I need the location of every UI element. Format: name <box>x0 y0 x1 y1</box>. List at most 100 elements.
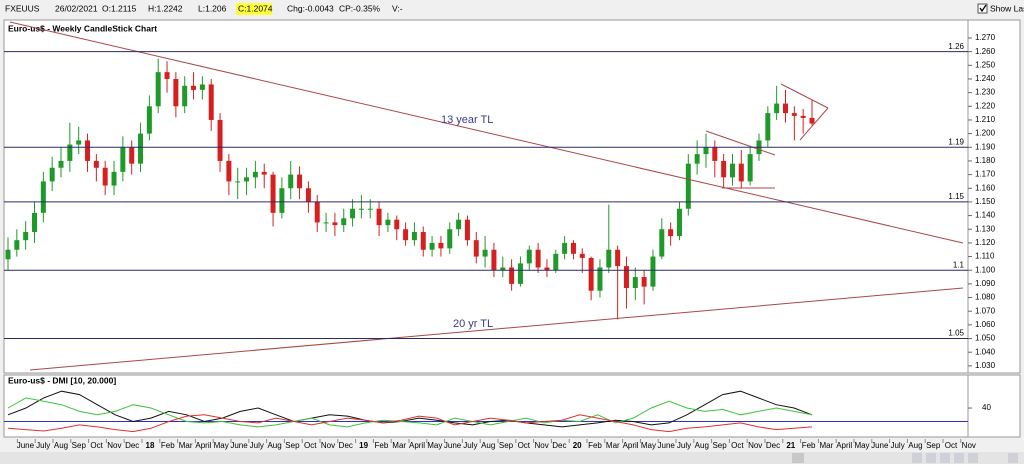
x-tick-label: 19 <box>359 441 368 450</box>
x-tick-label: June <box>444 441 462 450</box>
candle-body <box>85 140 91 161</box>
x-tick-label: June <box>871 441 889 450</box>
x-tick-label: Aug <box>481 441 495 450</box>
candle-body <box>252 171 258 178</box>
candle-body <box>791 113 797 116</box>
level-label: 1.26 <box>948 42 964 51</box>
candle-body <box>376 208 382 226</box>
candle-body <box>49 167 55 182</box>
x-tick-label: Mar <box>179 441 193 450</box>
candle-body <box>464 219 470 241</box>
chart-title: Euro-us$ - Weekly CandleStick Chart <box>8 23 157 33</box>
price-panel <box>3 19 1021 374</box>
show-last-label[interactable]: Show Last <box>990 3 1024 13</box>
level-label: 1.1 <box>953 260 965 269</box>
candle-body <box>526 249 532 264</box>
nav-button[interactable] <box>968 453 978 463</box>
y-tick-label: 1.140 <box>975 211 996 220</box>
x-tick-label: May <box>214 441 229 450</box>
level-label: 1.19 <box>948 137 964 146</box>
channel-line <box>705 130 776 156</box>
candle-body <box>570 242 576 254</box>
change: Chg:-0.0043 <box>287 3 334 13</box>
scrollbar[interactable] <box>0 452 1024 464</box>
candle-body <box>226 160 232 182</box>
x-tick-label: Sep <box>499 441 514 450</box>
candle-body <box>323 222 329 224</box>
candle-body <box>729 163 735 178</box>
candle-body <box>217 119 223 161</box>
y-tick-label: 1.090 <box>975 279 996 288</box>
x-tick-label: 20 <box>573 441 582 450</box>
candle-body <box>191 85 197 90</box>
candle-body <box>102 167 108 186</box>
y-tick-label: 1.220 <box>975 101 996 110</box>
candle-body <box>517 263 523 284</box>
nav-button[interactable] <box>1008 453 1018 463</box>
y-tick-label: 1.080 <box>975 293 996 302</box>
x-tick-label: April <box>836 441 852 450</box>
x-tick-label: July <box>36 441 50 450</box>
y-tick-label: 1.030 <box>975 361 996 370</box>
candle-body <box>420 231 426 250</box>
x-tick-label: Nov <box>962 441 976 450</box>
candle-body <box>597 267 603 291</box>
candle-body <box>588 257 594 291</box>
candle-body <box>491 249 497 271</box>
candle-body <box>270 174 276 213</box>
x-tick-label: May <box>641 441 656 450</box>
high: H:1.2242 <box>148 3 183 13</box>
nav-button[interactable] <box>926 453 936 463</box>
candle-body <box>712 147 718 161</box>
x-tick-label: 21 <box>786 441 795 450</box>
trendline-20y <box>29 287 964 371</box>
y-tick-label: 1.120 <box>975 238 996 247</box>
scroll-thumb[interactable] <box>792 453 804 463</box>
show-last-checkbox[interactable] <box>977 3 988 14</box>
y-tick-label: 1.200 <box>975 129 996 138</box>
candle-body <box>535 249 541 268</box>
close-highlight <box>236 3 272 15</box>
nav-button[interactable] <box>954 453 964 463</box>
x-tick-label: Mar <box>820 441 834 450</box>
x-tick-label: Aug <box>695 441 709 450</box>
candle-body <box>641 277 647 287</box>
candle-body <box>482 249 488 257</box>
nav-button[interactable] <box>940 453 950 463</box>
candle-body <box>76 140 82 145</box>
triangle-line <box>780 83 829 109</box>
y-tick-label: 40 <box>982 403 991 412</box>
candle-body <box>350 208 356 219</box>
candle-body <box>438 242 444 249</box>
x-tick-label: Dec <box>125 441 139 450</box>
y-tick-label: 1.190 <box>975 142 996 151</box>
x-tick-label: Nov <box>321 441 335 450</box>
candle-body <box>721 160 727 178</box>
candle-body <box>58 160 64 168</box>
annotation: 13 year TL <box>441 114 493 126</box>
candle-body <box>579 253 585 258</box>
x-tick-label: Oct <box>518 441 531 450</box>
x-tick-label: Aug <box>908 441 922 450</box>
candle-body <box>173 78 179 107</box>
candle-body <box>23 231 29 241</box>
candle-body <box>403 229 409 241</box>
candle-body <box>473 240 479 257</box>
candle-body <box>261 171 267 175</box>
x-tick-label: May <box>427 441 442 450</box>
candle-body <box>155 72 161 107</box>
x-tick-label: Feb <box>375 441 389 450</box>
nav-button[interactable] <box>912 453 922 463</box>
candle-body <box>809 117 815 124</box>
candle-body <box>111 171 117 186</box>
y-tick-label: 1.210 <box>975 115 996 124</box>
candle-body <box>235 181 241 183</box>
y-tick-label: 1.250 <box>975 60 996 69</box>
candle-body <box>199 84 205 90</box>
candle-body <box>553 253 559 271</box>
candle-body <box>509 267 515 284</box>
candle-body <box>5 249 11 260</box>
trendlines <box>4 21 968 371</box>
nav-buttons <box>912 453 1018 463</box>
checkmark <box>979 4 987 13</box>
